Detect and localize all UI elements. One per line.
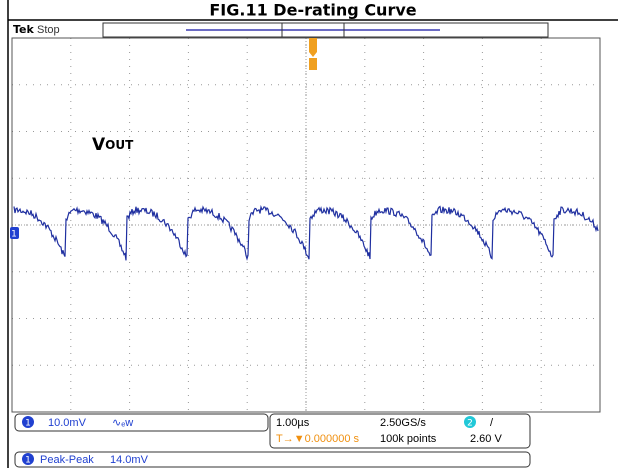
signal-label: VOUT [92,135,134,155]
channel-marker-label: 1 [11,230,17,240]
measure-badge [22,453,34,465]
measure-value: 14.0mV [110,454,149,466]
channel-marker [10,227,19,239]
measure-name: Peak-Peak [40,454,94,466]
channel-box [14,413,269,432]
waveform [13,204,599,261]
trigger-slope: / [490,417,494,429]
record-length: 100k points [380,433,437,445]
figure-title: FIG.11 De-rating Curve [209,1,416,20]
trigger-source: 2 [467,419,473,429]
signal-label-sub: OUT [105,138,134,152]
measure-box [14,451,531,468]
brand: Tek [13,23,35,36]
status: Stop [37,24,60,36]
channel-scale: 10.0mV [48,417,87,429]
channel-coupling: ∿ₑw [112,417,133,429]
graticule [12,38,600,412]
record-view [281,22,345,38]
time-scale: 1.00µs [276,417,310,429]
sample-rate: 2.50GS/s [380,417,426,429]
channel-badge [22,416,34,428]
trigger-badge [464,416,476,428]
measure-number: 1 [25,456,31,466]
trigger-marker [309,38,317,57]
channel-number: 1 [25,419,31,429]
signal-label-main: V [92,135,106,155]
trigger-t [309,58,317,70]
trigger-level: 2.60 V [470,433,502,445]
timebase-box [269,413,531,449]
trigger-position: T→▼0.000000 s [276,433,360,445]
screen-border [11,37,601,413]
